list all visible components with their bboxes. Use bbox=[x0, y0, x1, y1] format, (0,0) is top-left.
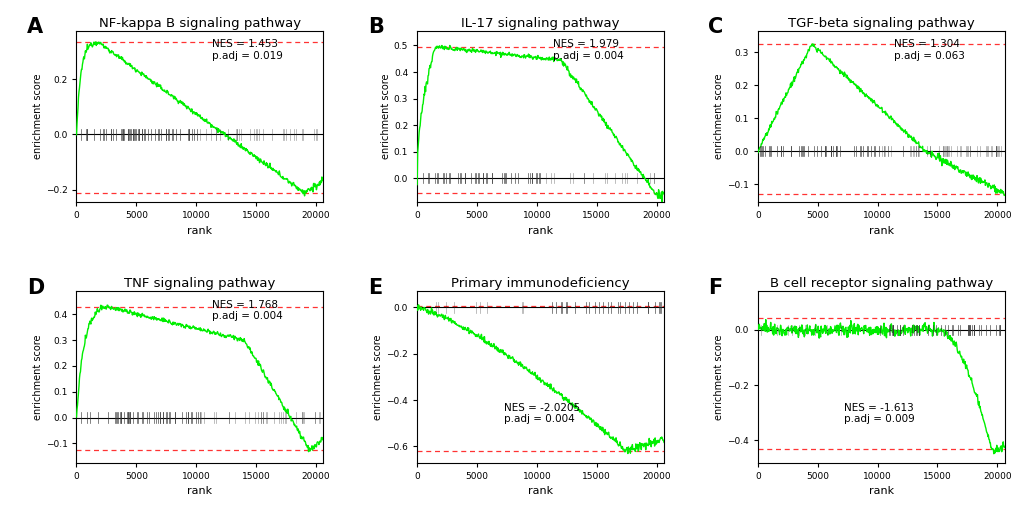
Title: TNF signaling pathway: TNF signaling pathway bbox=[124, 277, 275, 290]
Text: E: E bbox=[368, 278, 382, 298]
X-axis label: rank: rank bbox=[187, 226, 212, 236]
Title: TGF-beta signaling pathway: TGF-beta signaling pathway bbox=[787, 16, 974, 30]
Y-axis label: enrichment score: enrichment score bbox=[713, 334, 723, 420]
Text: A: A bbox=[28, 17, 43, 37]
X-axis label: rank: rank bbox=[868, 226, 893, 236]
Text: B: B bbox=[368, 17, 383, 37]
Y-axis label: enrichment score: enrichment score bbox=[33, 334, 43, 420]
X-axis label: rank: rank bbox=[187, 486, 212, 496]
Text: NES = -2.0205
p.adj = 0.004: NES = -2.0205 p.adj = 0.004 bbox=[503, 402, 579, 424]
Text: NES = 1.453
p.adj = 0.019: NES = 1.453 p.adj = 0.019 bbox=[212, 40, 283, 61]
Y-axis label: enrichment score: enrichment score bbox=[33, 74, 43, 159]
Title: NF-kappa B signaling pathway: NF-kappa B signaling pathway bbox=[99, 16, 301, 30]
Text: C: C bbox=[708, 17, 723, 37]
X-axis label: rank: rank bbox=[528, 486, 552, 496]
Text: NES = 1.304
p.adj = 0.063: NES = 1.304 p.adj = 0.063 bbox=[893, 40, 964, 61]
Y-axis label: enrichment score: enrichment score bbox=[373, 334, 383, 420]
X-axis label: rank: rank bbox=[528, 226, 552, 236]
Text: NES = 1.768
p.adj = 0.004: NES = 1.768 p.adj = 0.004 bbox=[212, 300, 282, 321]
Y-axis label: enrichment score: enrichment score bbox=[713, 74, 723, 159]
Text: D: D bbox=[28, 278, 45, 298]
Title: IL-17 signaling pathway: IL-17 signaling pathway bbox=[461, 16, 620, 30]
X-axis label: rank: rank bbox=[868, 486, 893, 496]
Title: Primary immunodeficiency: Primary immunodeficiency bbox=[450, 277, 630, 290]
Text: NES = -1.613
p.adj = 0.009: NES = -1.613 p.adj = 0.009 bbox=[844, 402, 914, 424]
Title: B cell receptor signaling pathway: B cell receptor signaling pathway bbox=[769, 277, 991, 290]
Text: F: F bbox=[708, 278, 722, 298]
Y-axis label: enrichment score: enrichment score bbox=[381, 74, 390, 159]
Text: NES = 1.979
p.adj = 0.004: NES = 1.979 p.adj = 0.004 bbox=[552, 40, 623, 61]
